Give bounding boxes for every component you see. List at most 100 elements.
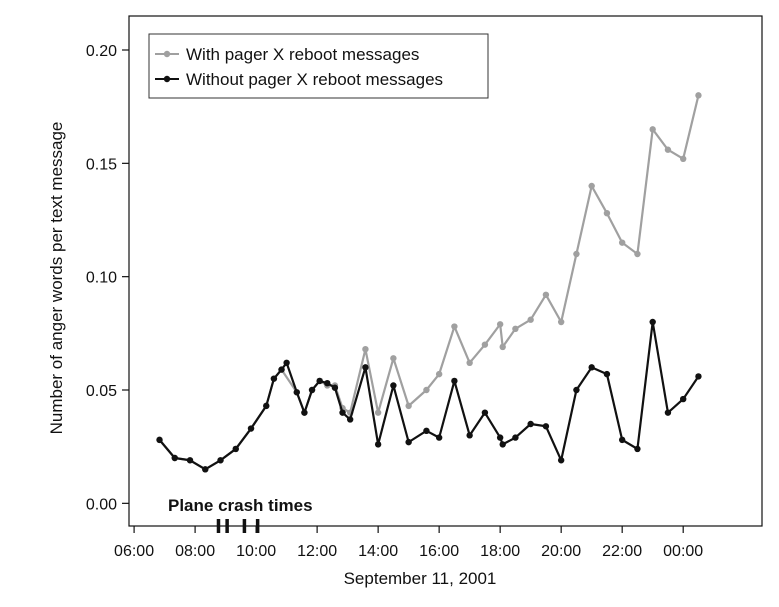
data-point [316,377,323,385]
data-point [374,441,382,448]
y-tick-label: 0.05 [86,383,117,400]
data-point [324,380,331,387]
series-line [158,95,700,471]
data-point [283,359,290,366]
data-point [466,359,473,366]
data-point [603,210,611,217]
data-point [481,341,489,348]
data-point [171,454,178,462]
data-point [405,402,412,410]
data-point [573,250,580,258]
x-tick-label: 16:00 [419,543,459,560]
data-point [557,457,565,464]
data-point [390,382,397,389]
data-point [217,457,224,464]
data-point [451,377,458,385]
data-point [695,373,702,380]
data-point [405,438,412,446]
data-point [374,409,382,416]
data-point [679,155,687,162]
data-point [679,395,687,403]
series-0 [156,92,702,473]
data-point [390,355,397,362]
plane-crash-label: Plane crash times [168,496,313,515]
data-point [362,346,369,353]
data-point [496,434,504,441]
data-point [156,436,163,444]
data-point [331,384,339,391]
data-point [435,370,443,378]
data-point [634,445,641,453]
data-point [362,364,369,371]
data-point [301,409,308,416]
data-point [481,409,489,416]
data-point [695,92,702,99]
data-point [278,366,285,373]
data-point [423,427,430,434]
data-point [435,434,443,441]
data-point [527,420,534,428]
data-point [588,364,595,371]
data-point [263,402,270,410]
legend-box [148,33,489,99]
x-tick-label: 18:00 [480,543,520,560]
data-point [588,182,595,190]
data-point [512,325,519,332]
data-point [186,457,194,464]
data-point [270,375,278,382]
y-tick-label: 0.15 [86,156,117,173]
data-point [451,323,458,330]
data-point [527,316,534,323]
data-point [308,386,316,394]
series-layer [156,92,702,473]
x-tick-label: 12:00 [297,543,337,560]
data-point [466,432,473,439]
y-tick-label: 0.20 [86,43,117,60]
x-axis: 06:00 08:00 10:00 12:00 14:00 16:00 18:00 20:00… [114,526,703,560]
data-point [573,386,580,394]
x-tick-label: 20:00 [541,543,581,560]
legend-marker-without-pager [163,75,171,83]
data-point [247,425,255,432]
x-tick-label: 06:00 [114,543,154,560]
data-point [557,318,565,326]
data-point [618,239,626,246]
x-tick-label: 22:00 [602,543,642,560]
data-point [232,445,239,453]
legend-marker-with-pager [163,50,171,58]
data-point [664,146,672,153]
data-point [603,370,611,378]
legend-label-with-pager: With pager X reboot messages [186,45,419,64]
data-point [496,321,504,328]
y-tick-label: 0.00 [86,496,117,513]
x-tick-label: 00:00 [663,543,703,560]
series-line [158,320,700,471]
y-axis: 0.00 0.05 0.10 0.15 0.20 [86,43,129,513]
data-point [542,423,550,430]
data-point [618,436,626,444]
x-tick-label: 10:00 [236,543,276,560]
plane-crash-annotation: Plane crash times [168,496,313,533]
series-1 [156,318,702,473]
legend: With pager X reboot messages Without pag… [148,33,489,99]
data-point [423,386,430,394]
data-point [634,250,641,258]
data-point [293,389,300,396]
data-point [512,434,519,441]
data-point [542,291,550,298]
data-point [346,416,354,423]
data-point [649,126,656,133]
y-axis-label: Number of anger words per text message [47,122,66,435]
data-point [664,409,672,416]
data-point [649,318,656,326]
x-axis-label: September 11, 2001 [344,569,497,588]
y-tick-label: 0.10 [86,270,117,287]
x-tick-label: 14:00 [358,543,398,560]
data-point [339,409,346,416]
data-point [499,343,506,351]
data-point [499,441,506,448]
x-tick-label: 08:00 [175,543,215,560]
plot-frame [128,15,763,527]
